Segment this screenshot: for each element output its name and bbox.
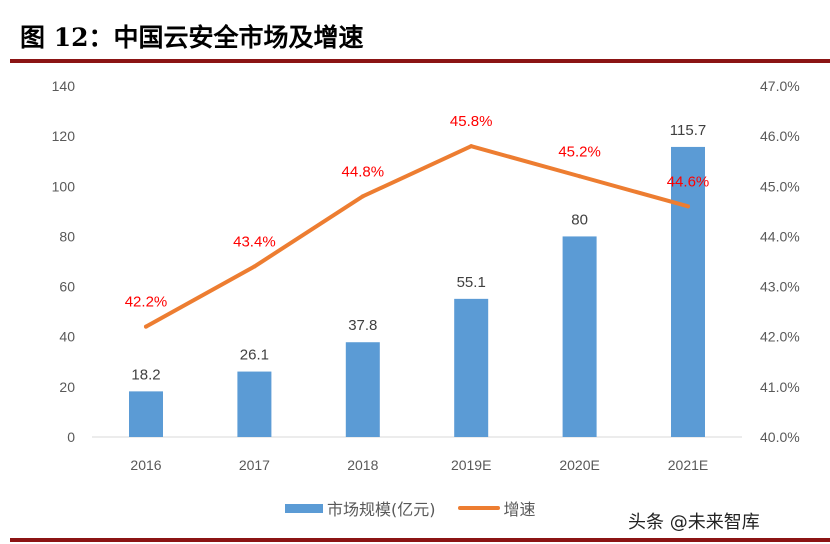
bar [345,342,380,437]
y-tick-label: 80 [59,228,75,244]
y2-tick-label: 43.0% [760,279,800,295]
y2-tick-label: 46.0% [760,128,800,144]
bar-data-label: 55.1 [457,274,486,291]
legend-bar-swatch [285,503,323,513]
y-tick-label: 0 [67,429,75,445]
line-point [252,264,257,269]
bar-data-label: 37.8 [348,317,377,334]
legend-line-label: 增速 [503,500,536,519]
line-data-label: 45.8% [450,113,493,130]
bar [562,236,597,437]
y-tick-label: 40 [59,329,75,345]
line-point [686,204,690,209]
y2-tick-label: 42.0% [760,329,800,345]
line-point [577,174,582,179]
watermark: 头条 @未来智库 [628,512,760,533]
bar-data-label: 18.2 [131,366,160,383]
y-tick-label: 100 [52,178,76,194]
line-point [469,144,474,149]
legend-line-swatch [457,506,500,510]
x-tick-label: 2016 [130,457,161,473]
figure-title: 图 12：中国云安全市场及增速 [20,23,364,52]
x-tick-label: 2021E [668,457,708,473]
y-tick-label: 120 [52,128,76,144]
growth-line [144,144,690,329]
y2-tick-label: 41.0% [760,379,800,395]
line-data-label: 45.2% [558,143,601,160]
y-tick-label: 60 [59,279,75,295]
line-data-label: 43.4% [233,234,276,251]
x-tick-label: 2018 [347,457,378,473]
line-point [360,194,365,199]
bar-data-label: 80 [571,211,588,228]
line-data-label: 42.2% [125,294,168,311]
line-data-label: 44.8% [342,163,385,180]
bar [454,298,489,437]
legend-bar-label: 市场规模(亿元) [327,500,436,519]
line-data-label: 44.6% [667,173,710,190]
y2-tick-label: 45.0% [760,178,800,194]
bottom-rule [10,538,830,542]
y-tick-label: 140 [52,78,76,94]
bar-data-label: 115.7 [670,122,706,139]
x-tick-label: 2017 [239,457,270,473]
bar [129,391,163,437]
y2-tick-label: 47.0% [760,78,800,94]
line-point [144,324,148,329]
bar [671,146,705,437]
y2-tick-label: 40.0% [760,429,800,445]
x-tick-label: 2019E [451,457,491,473]
legend: 市场规模(亿元) 增速 [285,496,536,520]
top-rule [10,59,830,63]
bar-data-label: 26.1 [240,347,269,364]
x-tick-label: 2020E [559,457,599,473]
y2-tick-label: 44.0% [760,228,800,244]
y-tick-label: 20 [59,379,75,395]
bar [237,371,272,437]
